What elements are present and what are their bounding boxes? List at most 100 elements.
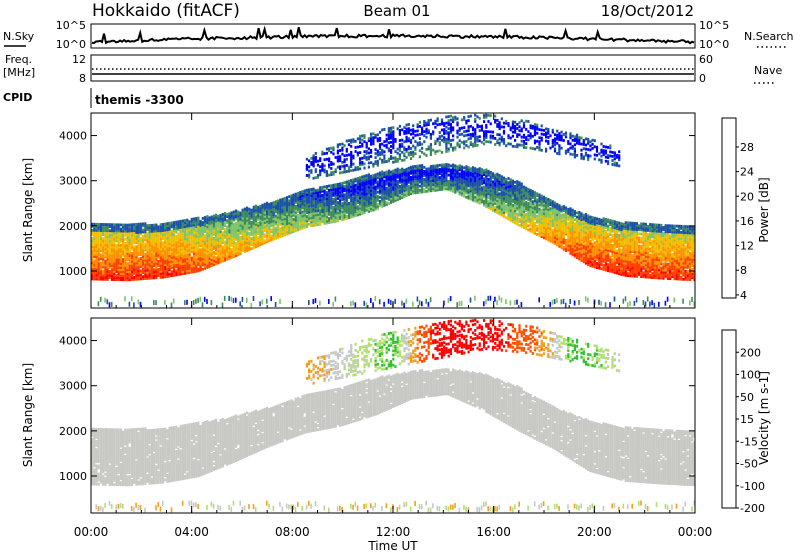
heatmap-cell [135,257,138,261]
heatmap-cell [164,263,167,267]
heatmap-cell [219,230,222,233]
heatmap-cell [95,271,98,275]
heatmap-cell [374,195,377,199]
heatmap-cell [483,138,486,142]
heatmap-cell [261,226,264,229]
heatmap-cell [545,217,548,220]
heatmap-cell [436,139,439,143]
heatmap-cell [201,263,204,267]
heatmap-cell [305,174,308,177]
heatmap-cell [212,218,215,222]
heatmap-cell [201,237,204,241]
heatmap-cell [130,227,134,231]
heatmap-cell [261,222,264,225]
heatmap-cell [175,273,178,277]
heatmap-cell [266,298,268,304]
heatmap-cell [297,224,300,228]
heatmap-cell [299,225,302,229]
heatmap-cell [339,149,342,152]
heatmap-cell [230,296,233,302]
heatmap-cell [494,177,497,181]
heatmap-cell [239,236,242,239]
heatmap-cell [409,147,413,150]
heatmap-cell [126,268,129,272]
heatmap-cell [150,274,153,278]
heatmap-cell [412,173,415,177]
heatmap-cell [133,237,136,241]
heatmap-cell [93,239,96,242]
heatmap-cell [239,217,242,221]
heatmap-cell [365,190,368,194]
heatmap-cell [217,261,220,265]
heatmap-cell [223,256,227,260]
heatmap-cell [270,296,272,302]
heatmap-cell [471,176,475,180]
heatmap-cell [102,249,105,253]
heatmap-cell [392,181,395,185]
heatmap-cell [418,174,421,178]
heatmap-cell [257,205,260,209]
heatmap-cell [350,165,353,168]
heatmap-cell [150,234,153,237]
heatmap-cell [144,260,147,264]
heatmap-cell [254,225,258,228]
heatmap-cell [542,220,545,223]
heatmap-cell [197,222,200,226]
heatmap-cell [221,223,224,226]
heatmap-cell [95,241,98,244]
heatmap-cell [272,235,275,239]
heatmap-cell [456,169,459,173]
heatmap-cell [212,228,215,232]
heatmap-cell [97,267,100,271]
heatmap-cell [474,138,477,141]
heatmap-cell [254,245,258,249]
heatmap-cell [99,239,103,242]
heatmap-cell [398,172,401,176]
heatmap-cell [407,168,410,172]
heatmap-cell [343,187,346,191]
heatmap-cell [352,180,355,184]
heatmap-cell [104,235,107,239]
heatmap-cell [106,265,109,269]
heatmap-cell [110,261,114,265]
heatmap-cell [359,178,362,182]
heatmap-cell [538,142,541,146]
noise-tick-right-bottom: 10^0 [699,38,729,51]
heatmap-cell [491,136,495,140]
heatmap-cell [491,176,495,180]
heatmap-cell [367,199,370,203]
heatmap-cell [500,191,503,195]
heatmap-cell [268,237,271,241]
heatmap-cell [514,221,517,225]
heatmap-cell [527,220,530,224]
heatmap-cell [243,221,246,225]
heatmap-cell [485,190,488,194]
heatmap-cell [533,231,537,235]
heatmap-cell [117,264,120,267]
heatmap-cell [356,209,359,213]
heatmap-cell [166,234,169,238]
heatmap-cell [124,260,127,263]
heatmap-cell [502,121,506,125]
heatmap-cell [106,257,109,261]
heatmap-cell [319,165,322,169]
heatmap-cell [489,179,492,182]
heatmap-cell [137,267,140,271]
heatmap-cell [514,180,517,184]
heatmap-cell [190,260,193,264]
heatmap-cell [201,253,204,257]
heatmap-cell [110,257,114,261]
heatmap-cell [485,126,488,129]
heatmap-cell [345,149,348,153]
heatmap-cell [354,302,357,308]
heatmap-cell [367,139,370,143]
heatmap-cell [447,173,450,177]
heatmap-cell [252,219,255,223]
heatmap-cell [104,297,106,303]
heatmap-cell [542,129,545,132]
heatmap-cell [201,235,204,239]
heatmap-cell [237,228,240,232]
heatmap-cell [316,175,320,179]
heatmap-cell [239,250,242,253]
heatmap-cell [332,202,335,205]
